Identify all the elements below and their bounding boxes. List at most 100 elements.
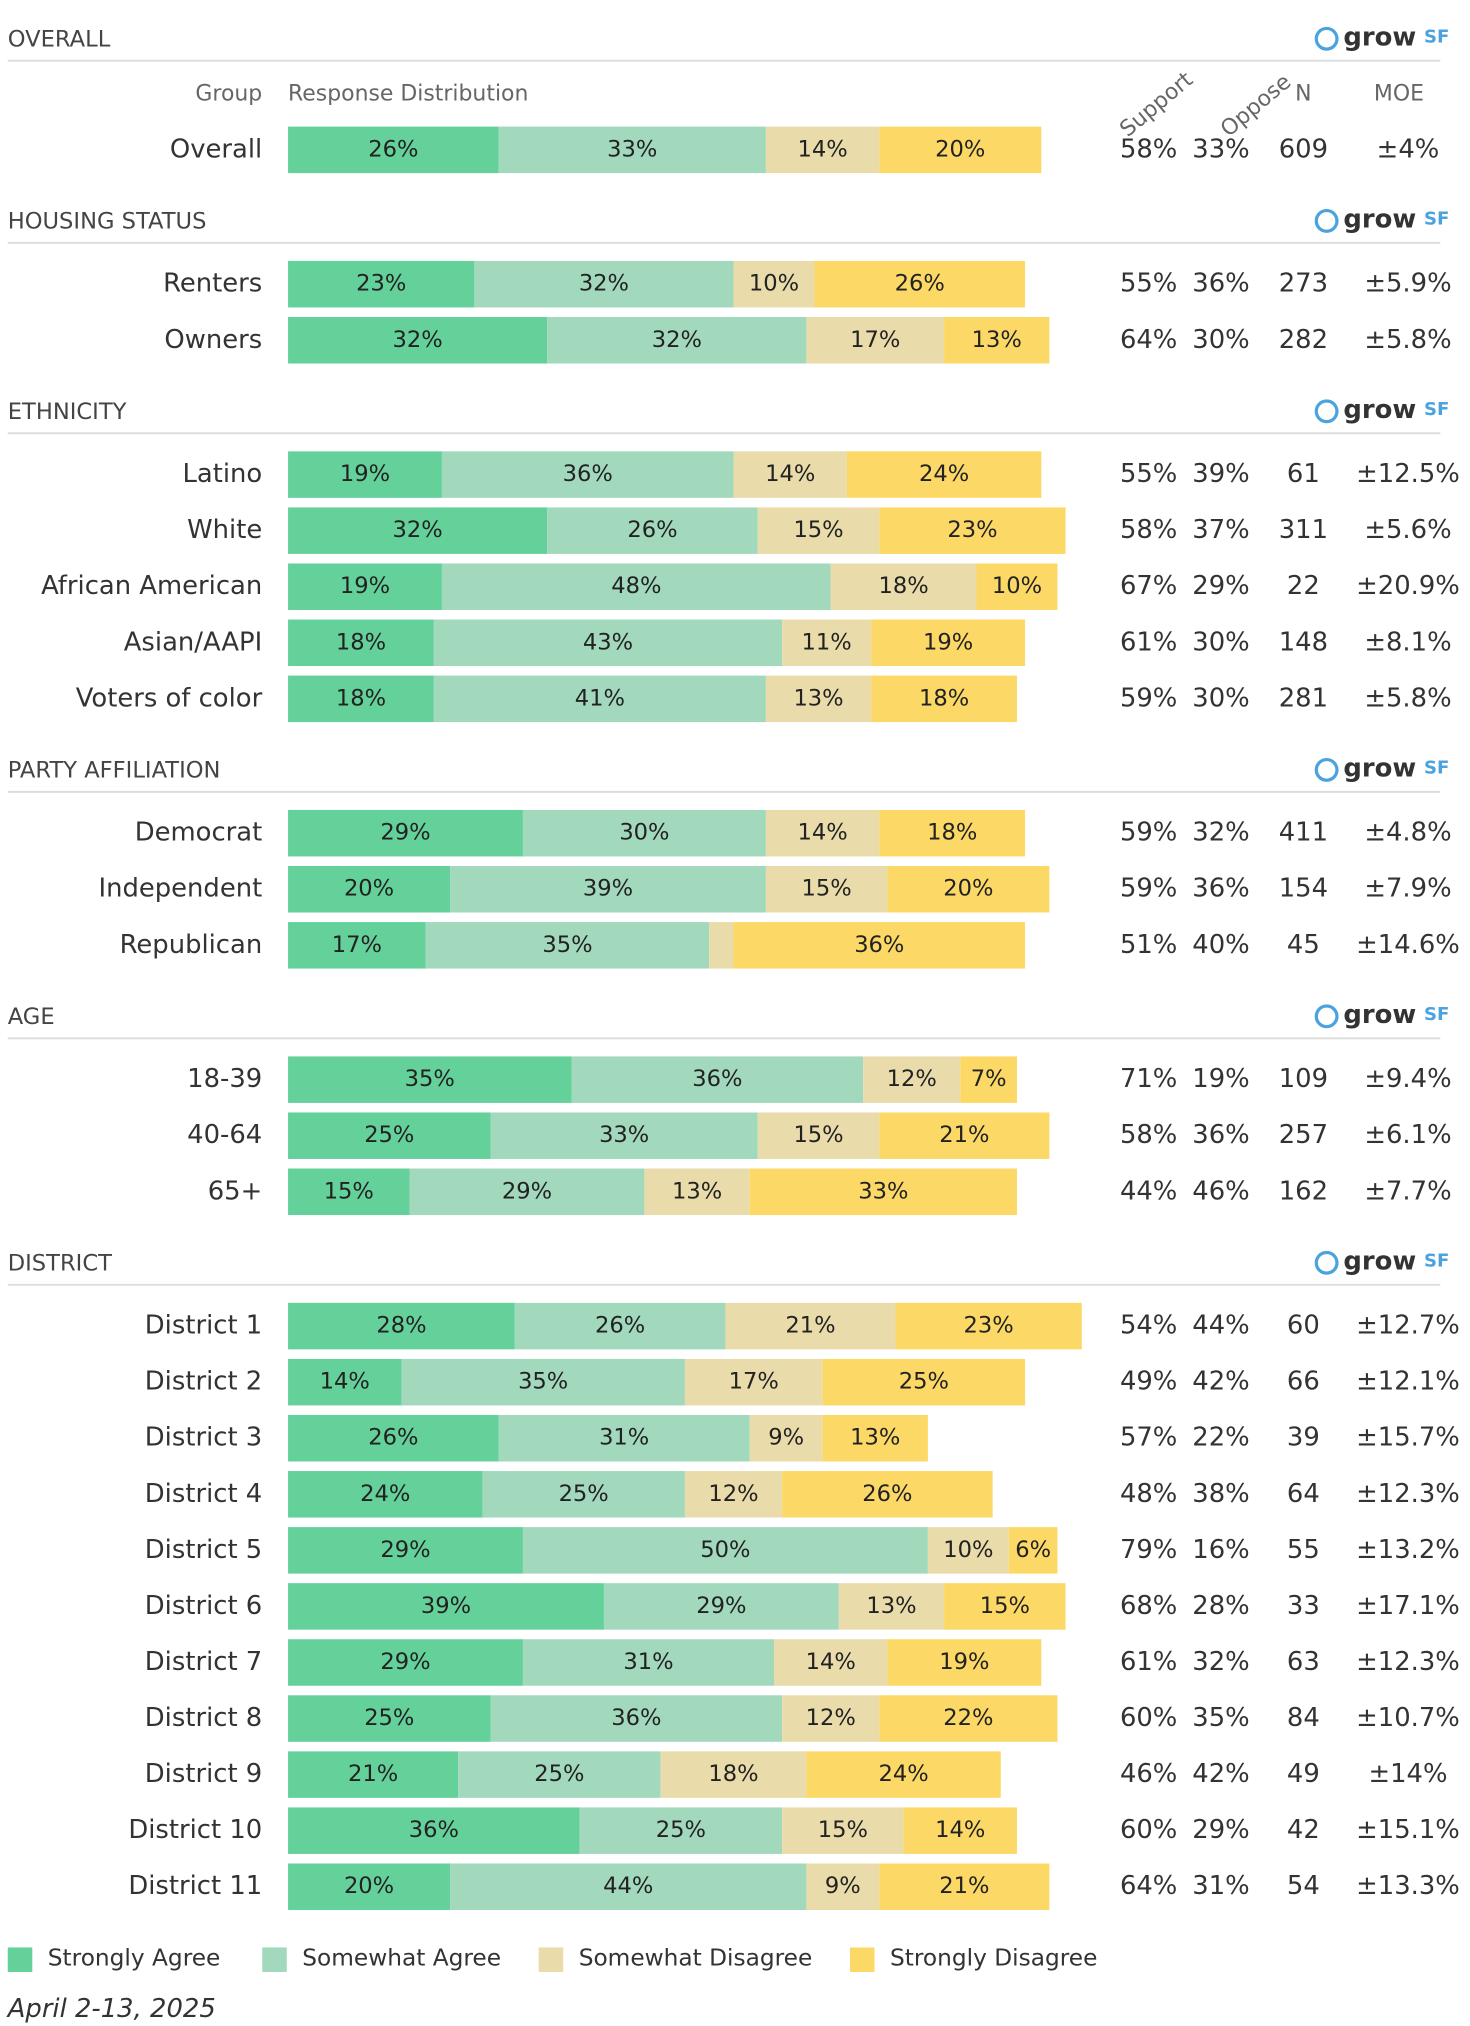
- bar-segment: [903, 1807, 1017, 1854]
- segment-label: 17%: [850, 327, 900, 353]
- segment-label: 29%: [502, 1178, 552, 1204]
- group-label: District 3: [145, 1423, 262, 1453]
- bar-segment: [514, 1302, 726, 1350]
- oppose-value: 29%: [1192, 1815, 1249, 1845]
- support-value: 46%: [1120, 1759, 1177, 1789]
- n-value: 257: [1279, 1120, 1328, 1150]
- bar-segment: [433, 675, 766, 723]
- bar-segment: [879, 1863, 1050, 1910]
- logo: grow SF: [1314, 753, 1449, 783]
- n-value: 109: [1279, 1064, 1328, 1094]
- n-value: 281: [1279, 683, 1328, 713]
- segment-label: 18%: [708, 1761, 758, 1787]
- n-value: 148: [1279, 627, 1328, 657]
- moe-value: ±6.1%: [1364, 1120, 1451, 1150]
- moe-value: ±14%: [1368, 1759, 1447, 1789]
- n-value: 411: [1279, 818, 1328, 848]
- bar-segment: [822, 1358, 1026, 1406]
- segment-label: 35%: [518, 1369, 568, 1395]
- bar-segment: [579, 1807, 783, 1854]
- n-value: 609: [1279, 134, 1328, 164]
- n-value: 311: [1279, 515, 1328, 545]
- n-value: 33: [1287, 1591, 1320, 1621]
- bar-segment: [765, 675, 872, 723]
- segment-label: 22%: [943, 1705, 993, 1731]
- legend-label: Strongly Disagree: [890, 1945, 1097, 1972]
- segment-label: 13%: [972, 327, 1022, 353]
- segment-label: 30%: [619, 820, 669, 846]
- segment-label: 32%: [393, 327, 443, 353]
- segment-label: 25%: [364, 1122, 414, 1148]
- oppose-value: 32%: [1192, 818, 1249, 848]
- bar-segment: [288, 1751, 459, 1798]
- segment-label: 12%: [887, 1066, 937, 1092]
- oppose-value: 32%: [1192, 1647, 1249, 1677]
- bar-segment: [765, 809, 880, 857]
- bar-segment: [806, 1751, 1001, 1798]
- bar-segment: [288, 1863, 451, 1910]
- segment-label: 32%: [393, 517, 443, 543]
- group-label: 40-64: [187, 1120, 262, 1150]
- support-value: 59%: [1120, 683, 1177, 713]
- n-value: 273: [1279, 269, 1328, 299]
- segment-label: 23%: [964, 1313, 1014, 1339]
- segment-label: 10%: [749, 271, 799, 297]
- support-value: 58%: [1120, 515, 1177, 545]
- bar-segment: [409, 1168, 645, 1216]
- section-title: AGE: [8, 1004, 55, 1030]
- moe-value: ±8.1%: [1364, 627, 1451, 657]
- bar-segment: [288, 1527, 523, 1574]
- bar-segment: [806, 317, 945, 364]
- bar-segment: [879, 507, 1066, 554]
- moe-value: ±17.1%: [1356, 1591, 1460, 1621]
- logo-icon: [1314, 208, 1339, 233]
- bar-segment: [871, 619, 1026, 667]
- segment-label: 29%: [380, 1537, 430, 1563]
- segment-label: 14%: [797, 136, 847, 162]
- legend-swatch: [538, 1947, 564, 1972]
- moe-value: ±4%: [1377, 134, 1440, 164]
- segment-label: 39%: [421, 1593, 471, 1619]
- oppose-value: 39%: [1192, 459, 1249, 489]
- segment-label: 14%: [797, 820, 847, 846]
- segment-label: 18%: [336, 629, 386, 655]
- bar-segment: [482, 1471, 685, 1518]
- n-value: 60: [1287, 1311, 1320, 1341]
- column-header: Support: [1115, 67, 1198, 142]
- bar-segment: [846, 451, 1042, 498]
- bar-segment: [1008, 1527, 1058, 1574]
- segment-label: 26%: [368, 1425, 418, 1451]
- support-value: 68%: [1120, 1591, 1177, 1621]
- moe-value: ±12.7%: [1356, 1311, 1460, 1341]
- group-label: District 9: [145, 1759, 262, 1789]
- support-value: 58%: [1120, 134, 1177, 164]
- segment-label: 24%: [360, 1481, 410, 1507]
- segment-label: 25%: [656, 1817, 706, 1843]
- bar-segment: [660, 1751, 807, 1798]
- bar-segment: [522, 1639, 775, 1686]
- moe-value: ±12.5%: [1356, 459, 1460, 489]
- segment-label: 21%: [939, 1873, 989, 1899]
- segment-label: 24%: [878, 1761, 928, 1787]
- moe-value: ±5.8%: [1364, 683, 1451, 713]
- moe-value: ±13.2%: [1356, 1535, 1460, 1565]
- logo-text: grow SF: [1343, 22, 1449, 52]
- segment-label: 19%: [923, 629, 973, 655]
- moe-value: ±15.1%: [1356, 1815, 1460, 1845]
- segment-label: 29%: [696, 1593, 746, 1619]
- segment-label: 25%: [559, 1481, 609, 1507]
- segment-label: 15%: [980, 1593, 1030, 1619]
- bar-segment: [927, 1527, 1009, 1574]
- bar-segment: [288, 619, 434, 667]
- bar-segment: [895, 1302, 1082, 1350]
- bar-segment: [830, 563, 977, 610]
- segment-label: 19%: [939, 1649, 989, 1675]
- bar-segment: [450, 1863, 807, 1910]
- segment-label: 17%: [729, 1369, 779, 1395]
- segment-label: 11%: [802, 629, 852, 655]
- legend-label: Somewhat Agree: [302, 1945, 501, 1972]
- oppose-value: 42%: [1192, 1367, 1249, 1397]
- n-value: 61: [1287, 459, 1320, 489]
- support-value: 51%: [1120, 930, 1177, 960]
- bar-segment: [288, 563, 442, 610]
